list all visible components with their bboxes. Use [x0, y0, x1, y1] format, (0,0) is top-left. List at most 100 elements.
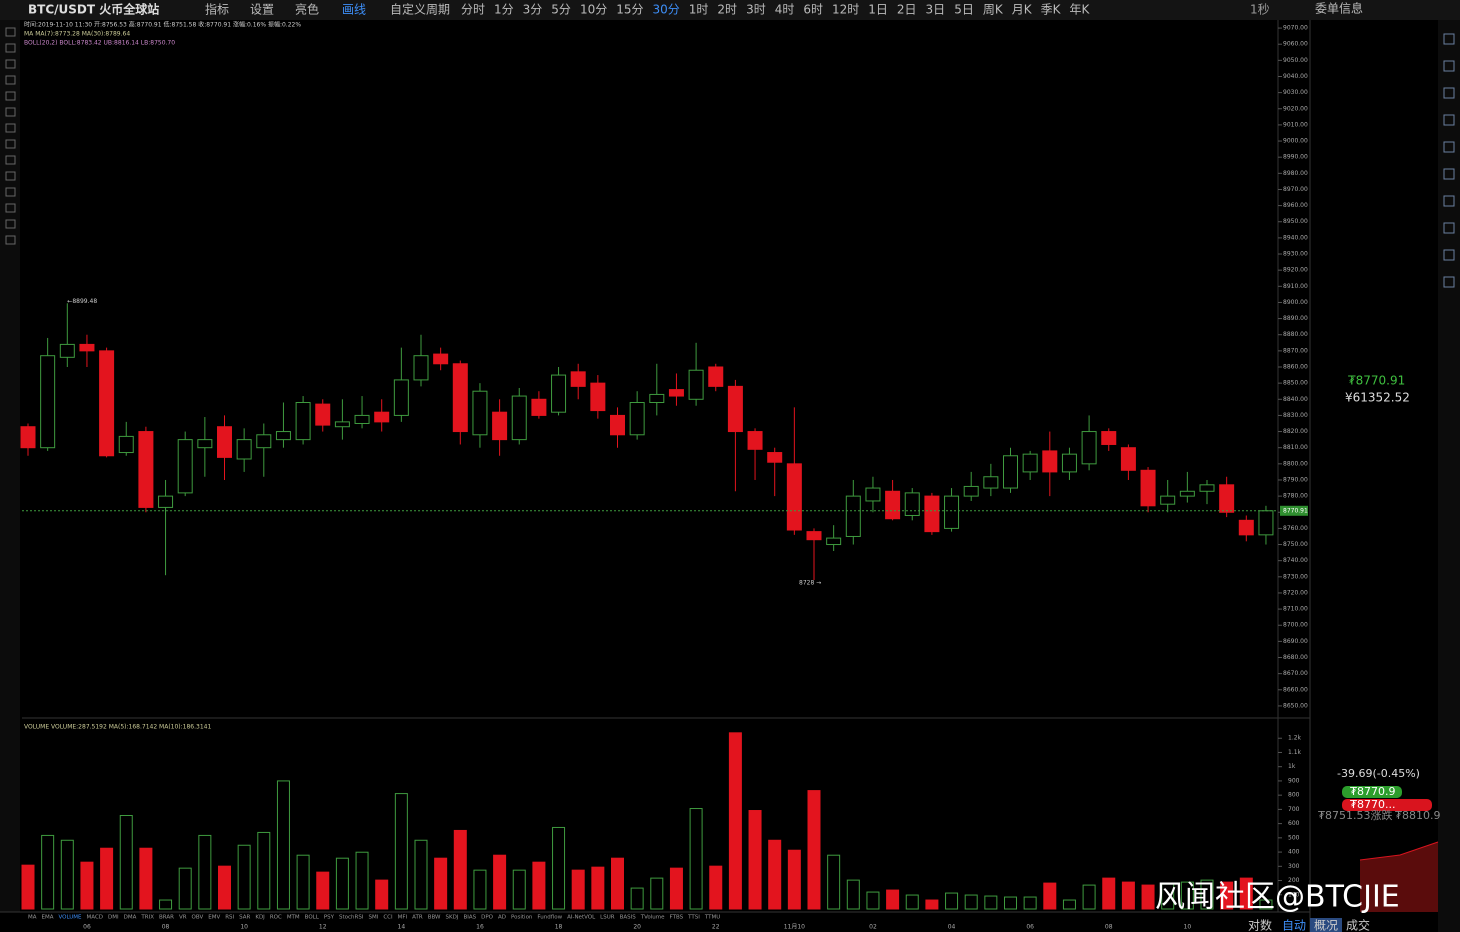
indicator-tab[interactable]: SKDJ: [445, 915, 458, 921]
custom-period[interactable]: 自定义周期: [390, 2, 450, 17]
tool-icon[interactable]: [5, 235, 16, 245]
tool-icon[interactable]: [5, 171, 16, 181]
side-icon[interactable]: [1443, 249, 1455, 261]
tool-icon[interactable]: [5, 91, 16, 101]
period-button[interactable]: 年K: [1069, 3, 1090, 17]
indicator-tab[interactable]: VR: [179, 915, 187, 921]
volume-bar: [630, 887, 644, 910]
period-button[interactable]: 2日: [897, 3, 917, 17]
volume-bar: [21, 864, 35, 910]
bottom-button[interactable]: 概况: [1314, 919, 1338, 932]
indicator-tab[interactable]: Fundflow: [537, 915, 562, 921]
tool-icon[interactable]: [5, 219, 16, 229]
period-button[interactable]: 分时: [461, 3, 485, 17]
tool-icon[interactable]: [5, 203, 16, 213]
period-button[interactable]: 10分: [580, 3, 607, 17]
volume-bar: [650, 877, 664, 910]
indicator-tab[interactable]: DMI: [108, 915, 119, 921]
period-button[interactable]: 4时: [775, 3, 795, 17]
period-button[interactable]: 3时: [746, 3, 766, 17]
indicator-tab[interactable]: MA: [28, 915, 37, 921]
side-icon[interactable]: [1443, 33, 1455, 45]
indicator-tab[interactable]: SMI: [368, 915, 378, 921]
side-icon[interactable]: [1443, 168, 1455, 180]
indicator-tab[interactable]: BRAR: [159, 915, 174, 921]
period-button[interactable]: 30分: [653, 3, 680, 17]
indicator-tab[interactable]: CCI: [383, 915, 393, 921]
x-tick-label: 08: [162, 924, 170, 931]
indicator-tab[interactable]: Position: [511, 915, 533, 921]
period-button[interactable]: 2时: [717, 3, 737, 17]
volume-bar: [80, 861, 94, 910]
indicator-tab[interactable]: OBV: [192, 915, 204, 921]
indicator-tab[interactable]: KDJ: [255, 915, 265, 921]
tool-button[interactable]: 设置: [250, 3, 274, 17]
y-tick-label: 9060.00: [1283, 41, 1308, 48]
side-icon[interactable]: [1443, 114, 1455, 126]
indicator-tab[interactable]: SAR: [239, 915, 250, 921]
indicator-tab[interactable]: AD: [498, 915, 506, 921]
tool-button[interactable]: 亮色: [295, 2, 319, 17]
indicator-tab[interactable]: ROC: [270, 915, 282, 921]
tool-icon[interactable]: [5, 59, 16, 69]
tool-icon[interactable]: [5, 123, 16, 133]
indicator-tab[interactable]: VOLUME: [59, 915, 83, 921]
indicator-tab[interactable]: TVolume: [640, 915, 665, 921]
indicator-tab[interactable]: ATR: [412, 915, 423, 921]
indicator-tab[interactable]: AI-NetVOL: [567, 915, 596, 921]
side-icon[interactable]: [1443, 195, 1455, 207]
bottom-button[interactable]: 对数: [1248, 918, 1272, 932]
period-button[interactable]: 6时: [803, 3, 823, 17]
period-button[interactable]: 15分: [616, 3, 643, 17]
side-icon[interactable]: [1443, 60, 1455, 72]
candle-body: [1061, 453, 1077, 473]
tool-icon[interactable]: [5, 139, 16, 149]
period-button[interactable]: 12时: [832, 3, 859, 17]
period-button[interactable]: 3分: [523, 3, 543, 17]
bottom-button[interactable]: 成交: [1346, 918, 1370, 932]
side-icon[interactable]: [1443, 87, 1455, 99]
period-button[interactable]: 1时: [689, 3, 709, 17]
period-button[interactable]: 1日: [868, 3, 888, 17]
indicator-tab[interactable]: FTBS: [670, 915, 684, 921]
side-icon[interactable]: [1443, 141, 1455, 153]
indicator-tab[interactable]: DMA: [124, 915, 137, 921]
indicator-tab[interactable]: MACD: [87, 915, 104, 921]
indicator-tab[interactable]: RSI: [225, 915, 234, 921]
period-button[interactable]: 3日: [926, 3, 946, 17]
indicator-tab[interactable]: TTMU: [704, 915, 720, 921]
indicator-tab[interactable]: MFI: [398, 915, 408, 921]
indicator-tab[interactable]: MTM: [287, 915, 300, 921]
side-icon[interactable]: [1443, 276, 1455, 288]
indicator-tab[interactable]: EMV: [208, 915, 220, 921]
tool-icon[interactable]: [5, 27, 16, 37]
indicator-tab[interactable]: BASIS: [620, 915, 637, 921]
tool-button[interactable]: 画线: [342, 3, 366, 17]
bottom-button[interactable]: 自动: [1282, 919, 1306, 932]
indicator-tab[interactable]: LSUR: [600, 915, 615, 921]
candle-body: [79, 343, 95, 352]
period-button[interactable]: 季K: [1041, 3, 1062, 17]
indicator-tab[interactable]: BBW: [428, 915, 441, 921]
indicator-tab[interactable]: EMA: [42, 915, 54, 921]
tool-icon[interactable]: [5, 43, 16, 53]
indicator-tab[interactable]: BOLL: [305, 915, 320, 921]
period-button[interactable]: 月K: [1012, 3, 1033, 17]
period-button[interactable]: 5日: [954, 3, 974, 17]
indicator-tab[interactable]: TTSI: [687, 915, 700, 921]
side-icon[interactable]: [1443, 222, 1455, 234]
tool-icon[interactable]: [5, 75, 16, 85]
candle-body: [570, 371, 586, 387]
indicator-tab[interactable]: StochRSI: [339, 915, 364, 921]
tool-button[interactable]: 指标: [205, 2, 229, 17]
tool-icon[interactable]: [5, 155, 16, 165]
indicator-tab[interactable]: PSY: [324, 915, 335, 921]
period-button[interactable]: 1分: [494, 3, 514, 17]
indicator-tab[interactable]: BIAS: [463, 915, 476, 921]
period-button[interactable]: 5分: [551, 3, 571, 17]
tool-icon[interactable]: [5, 107, 16, 117]
tool-icon[interactable]: [5, 187, 16, 197]
indicator-tab[interactable]: TRIX: [140, 915, 154, 921]
period-button[interactable]: 周K: [983, 3, 1004, 17]
indicator-tab[interactable]: DPO: [481, 915, 494, 921]
